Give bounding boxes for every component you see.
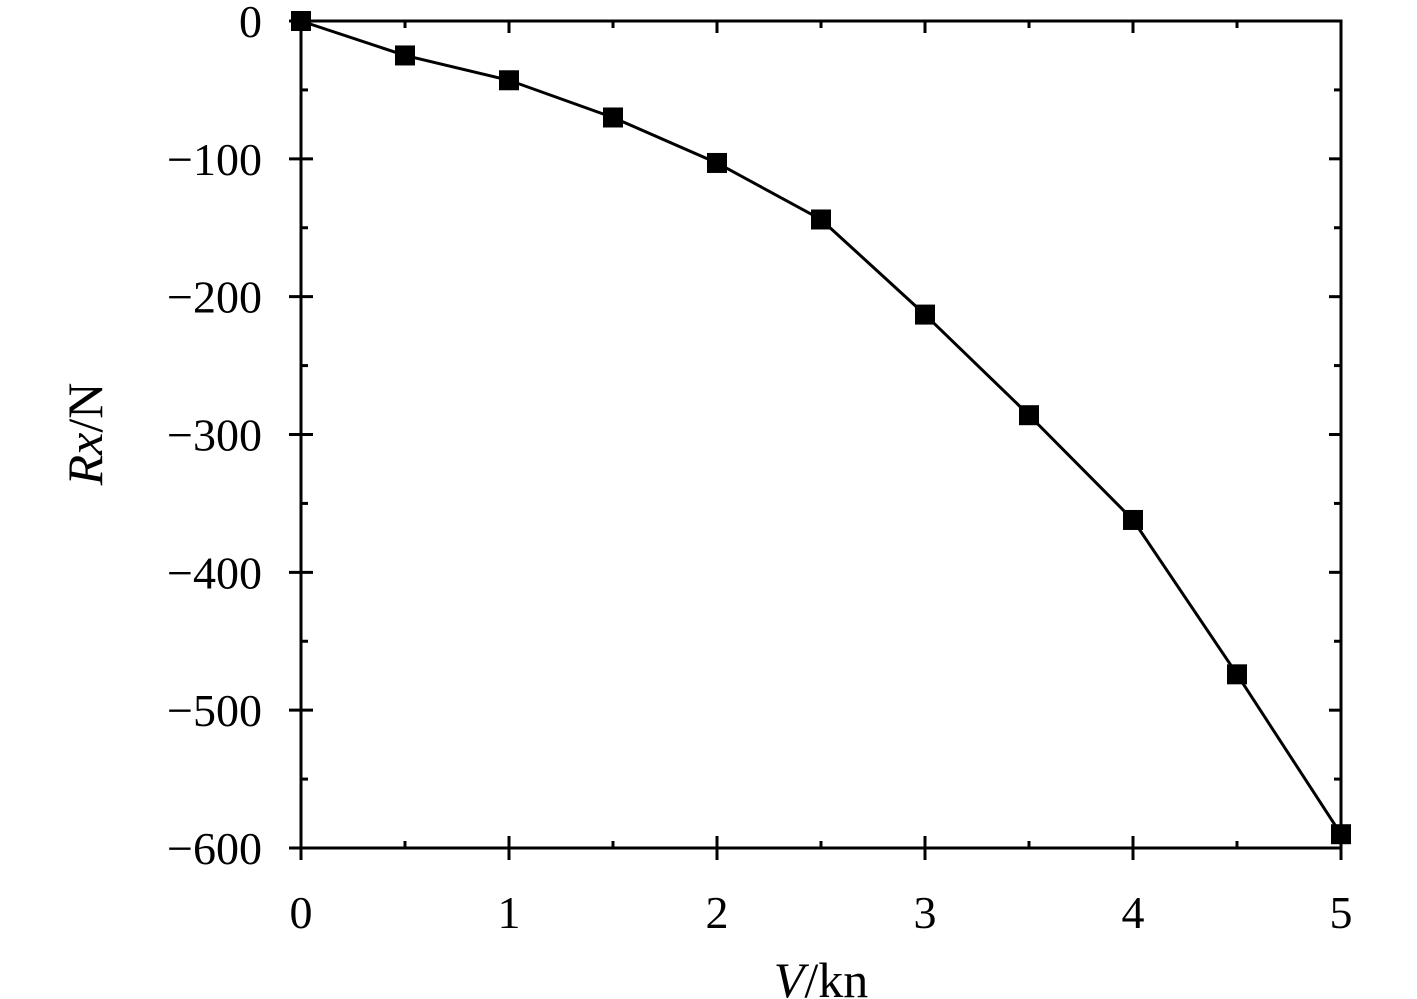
x-tick-label: 1 [498,887,521,938]
data-point-marker [811,209,831,230]
data-point-marker [291,11,311,31]
data-point-marker [1019,405,1039,426]
y-tick-label: −500 [167,685,262,736]
series-line [300,19,1343,836]
x-tick-label: 3 [914,887,937,938]
x-axis-title-var: V [774,952,810,999]
y-tick-label: −600 [167,823,262,874]
y-tick-label: −300 [167,410,262,461]
plot-area-frame [299,19,1343,850]
x-tick-label: 2 [706,887,729,938]
data-point-marker [395,45,415,66]
data-markers [291,11,1351,845]
y-axis-title-unit: /N [57,383,113,433]
data-point-marker [1227,664,1247,685]
x-tick-labels: 0 1 2 3 4 5 [290,887,1353,938]
data-point-marker [603,107,623,128]
x-tick-label: 4 [1122,887,1145,938]
data-point-marker [499,70,519,91]
y-tick-label: 0 [239,0,262,47]
y-tick-labels: 0 −100 −200 −300 −400 −500 −600 [167,0,262,874]
data-point-marker [1331,824,1351,845]
y-axis-title-var: Rx [57,433,113,487]
data-point-marker [707,152,727,173]
y-tick-label: −200 [167,272,262,323]
y-tick-label: −100 [167,134,262,185]
x-axis-title-unit: /kn [804,952,868,999]
data-point-marker [1123,509,1143,530]
y-tick-label: −400 [167,547,262,598]
y-axis-title: Rx/N [57,383,113,487]
x-axis-title: V/kn [774,952,868,999]
data-point-marker [915,304,935,325]
x-tick-label: 5 [1330,887,1353,938]
x-tick-label: 0 [290,887,313,938]
axis-ticks [289,19,1343,860]
